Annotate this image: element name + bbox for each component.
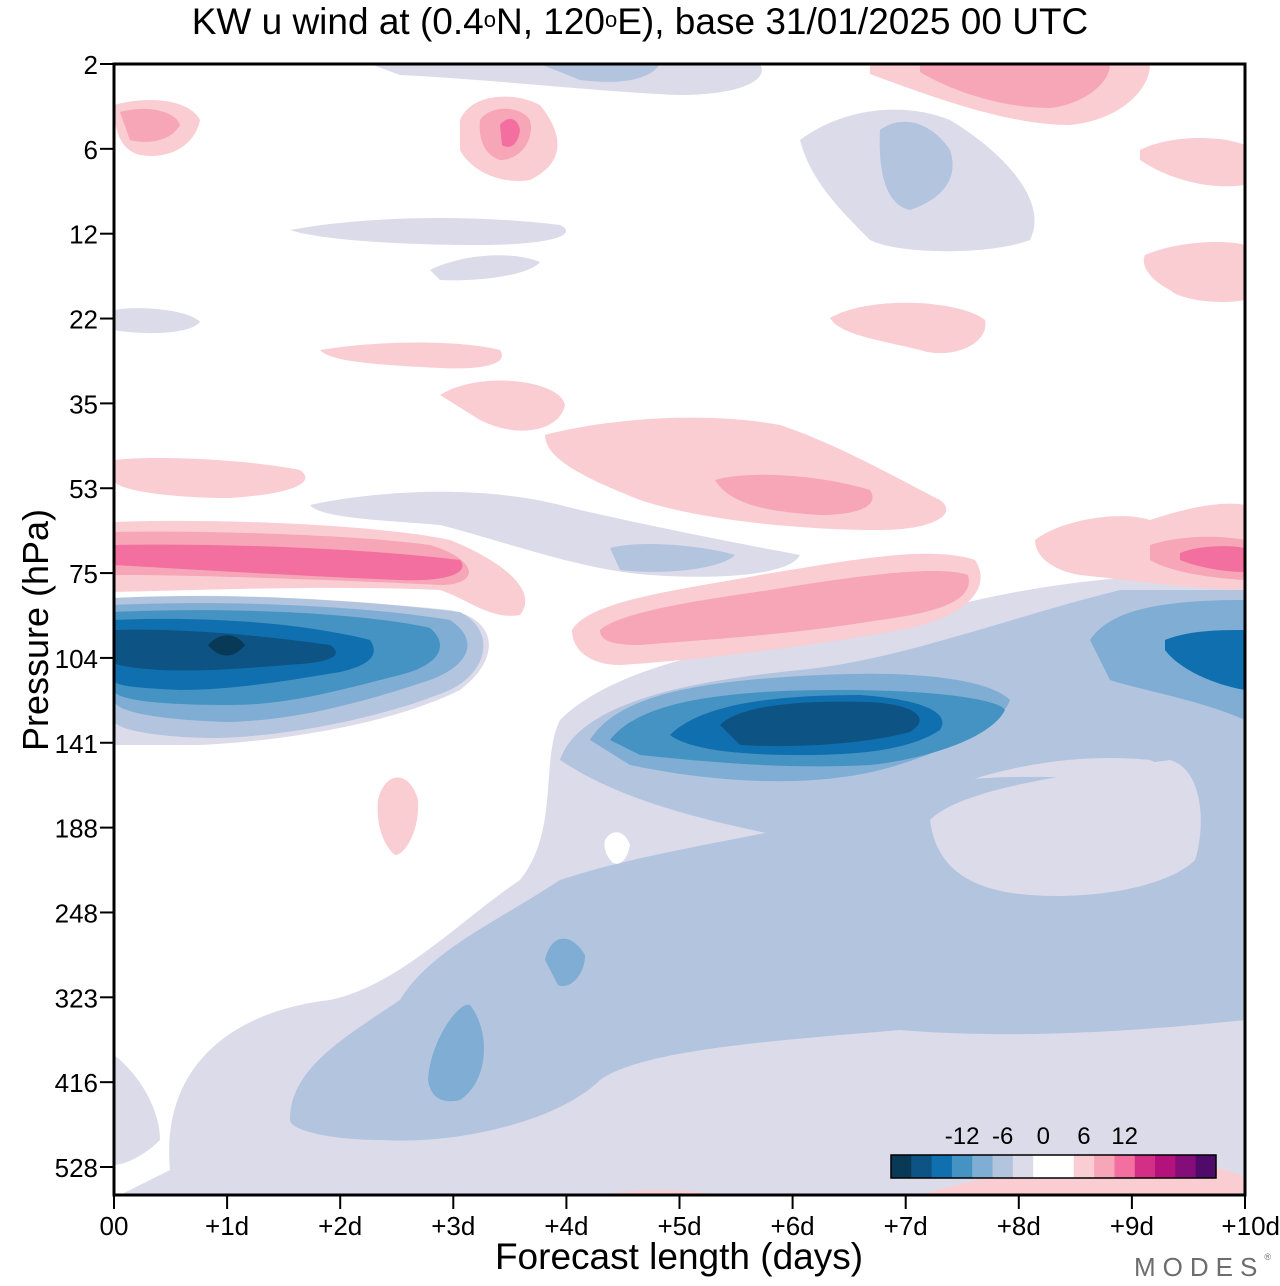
contour-pos6-53 bbox=[715, 474, 873, 515]
colorbar-swatch bbox=[931, 1155, 953, 1178]
contour-neg3-mid12 bbox=[290, 218, 567, 245]
contour-neg9-right bbox=[1090, 600, 1245, 720]
x-tick-label: +10d bbox=[1221, 1211, 1280, 1241]
contour-field bbox=[114, 64, 1245, 1195]
colorbar-swatch bbox=[1195, 1155, 1217, 1178]
colorbar-swatch bbox=[1175, 1155, 1197, 1178]
contour-pos3-right20 bbox=[1143, 242, 1245, 302]
y-tick-label: 6 bbox=[84, 135, 98, 165]
x-tick-label: +8d bbox=[997, 1211, 1041, 1241]
x-axis: 00 +1d +2d +3d +4d +5d +6d +7d +8d +9d +10d bbox=[100, 1195, 1280, 1241]
degree-symbol-2: o bbox=[605, 7, 618, 32]
contour-pos3-22 bbox=[830, 302, 986, 354]
colorbar-swatch bbox=[1033, 1155, 1054, 1178]
colorbar-swatch bbox=[1155, 1155, 1176, 1178]
contour-pos6-topright bbox=[920, 64, 1110, 108]
y-tick-label: 248 bbox=[55, 898, 98, 928]
y-tick-label: 53 bbox=[69, 474, 98, 504]
contour-pos9-band75 bbox=[114, 544, 463, 581]
x-tick-label: +5d bbox=[657, 1211, 701, 1241]
title-prefix: KW u wind at (0.4 bbox=[191, 1, 484, 42]
contour-pos3-53 bbox=[545, 417, 947, 530]
y-tick-label: 188 bbox=[55, 814, 98, 844]
colorbar-tick-label: -12 bbox=[945, 1123, 980, 1150]
colorbar-swatch bbox=[992, 1155, 1014, 1178]
y-tick-label: 12 bbox=[69, 220, 98, 250]
y-tick-label: 323 bbox=[55, 983, 98, 1013]
colorbar-tick-label: 12 bbox=[1111, 1123, 1138, 1150]
colorbar-swatch bbox=[1114, 1155, 1136, 1178]
y-tick-label: 35 bbox=[69, 389, 98, 419]
title-suffix: E), base 31/01/2025 00 UTC bbox=[617, 1, 1089, 42]
colorbar: -12 -6 0 6 12 bbox=[890, 1123, 1217, 1179]
colorbar-swatch bbox=[1053, 1155, 1075, 1178]
x-tick-label: +9d bbox=[1110, 1211, 1154, 1241]
contour-neg6-75 bbox=[610, 544, 735, 572]
colorbar-tick-label: 6 bbox=[1077, 1123, 1090, 1150]
x-tick-label: +7d bbox=[884, 1211, 928, 1241]
contour-pos3-right6 bbox=[1140, 138, 1245, 187]
colorbar-swatch bbox=[1134, 1155, 1156, 1178]
contour-neg18-upper bbox=[720, 701, 920, 747]
x-tick-label: +3d bbox=[431, 1211, 475, 1241]
contour-white-hole bbox=[604, 832, 630, 864]
y-tick-label: 528 bbox=[55, 1153, 98, 1183]
contour-neg9-lower1 bbox=[428, 1004, 484, 1102]
y-axis-label: Pressure (hPa) bbox=[15, 508, 56, 752]
x-tick-label: +2d bbox=[318, 1211, 362, 1241]
colorbar-tick-label: 0 bbox=[1037, 1123, 1050, 1150]
contour-pos3-35 bbox=[440, 380, 565, 431]
y-tick-label: 416 bbox=[55, 1068, 98, 1098]
chart-title: KW u wind at (0.4oN, 120oE), base 31/01/… bbox=[0, 0, 1280, 44]
x-axis-label: Forecast length (days) bbox=[494, 1236, 864, 1277]
contour-neg3-top1 bbox=[370, 64, 762, 95]
colorbar-tick-label: -6 bbox=[992, 1123, 1013, 1150]
colorbar-swatch bbox=[972, 1155, 994, 1178]
brand-text: MODES bbox=[1134, 1252, 1265, 1282]
contour-neg3-left416 bbox=[114, 1055, 160, 1165]
contour-neg21-core bbox=[208, 635, 245, 656]
colorbar-swatch bbox=[1073, 1155, 1095, 1178]
colorbar-swatch bbox=[1012, 1155, 1034, 1178]
colorbar-swatch bbox=[911, 1155, 933, 1178]
x-tick-label: 00 bbox=[100, 1211, 129, 1241]
contour-pos9-right75 bbox=[1180, 546, 1245, 572]
contour-pos6-band90 bbox=[600, 570, 969, 645]
contour-neg6-top1 bbox=[540, 64, 660, 82]
y-tick-label: 22 bbox=[69, 305, 98, 335]
y-axis: 2 6 12 22 35 53 75 104 141 188 248 323 416 528 bbox=[55, 50, 114, 1183]
y-tick-label: 75 bbox=[69, 559, 98, 589]
degree-symbol-1: o bbox=[483, 7, 496, 32]
contour-pos3-left53 bbox=[114, 458, 306, 498]
colorbar-frame bbox=[890, 1154, 1217, 1179]
contour-pos3-2d-22 bbox=[320, 342, 502, 369]
contour-pos3-188 bbox=[377, 777, 419, 855]
x-tick-label: +4d bbox=[544, 1211, 588, 1241]
colorbar-swatch bbox=[951, 1155, 973, 1178]
x-tick-label: +1d bbox=[205, 1211, 249, 1241]
contour-neg3-mid22 bbox=[430, 255, 540, 281]
contour-neg3-left20 bbox=[114, 308, 200, 334]
title-mid: N, 120 bbox=[495, 1, 605, 42]
contour-neg9-lower2 bbox=[545, 938, 585, 986]
colorbar-swatch bbox=[891, 1155, 912, 1178]
contour-neg3-inner-right bbox=[930, 760, 1201, 896]
y-tick-label: 141 bbox=[55, 729, 98, 759]
contour-pos6-leftTop bbox=[120, 108, 180, 142]
x-tick-label: +6d bbox=[771, 1211, 815, 1241]
contour-pos9-6hPa bbox=[500, 118, 520, 147]
colorbar-swatch bbox=[1094, 1155, 1115, 1178]
brand-registered-mark: ® bbox=[1264, 1252, 1271, 1262]
modes-logo: MODES® bbox=[1134, 1252, 1271, 1283]
y-tick-label: 104 bbox=[55, 644, 98, 674]
contour-neg6-right12 bbox=[879, 121, 953, 210]
y-tick-label: 2 bbox=[84, 50, 98, 80]
contour-neg15-right bbox=[1165, 630, 1245, 690]
